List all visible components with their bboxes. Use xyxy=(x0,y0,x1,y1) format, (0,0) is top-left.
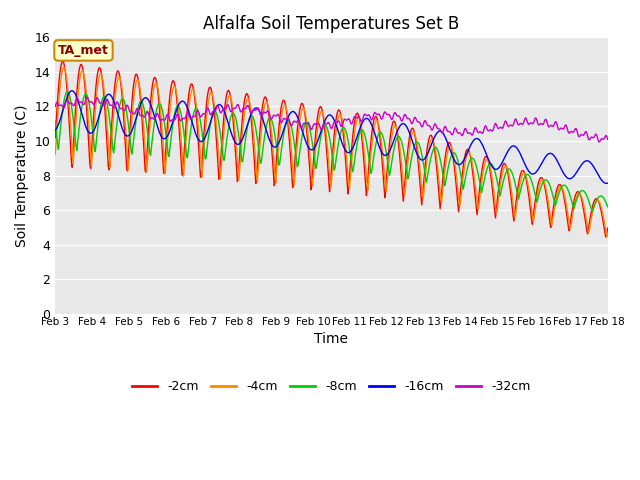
Y-axis label: Soil Temperature (C): Soil Temperature (C) xyxy=(15,104,29,247)
Legend: -2cm, -4cm, -8cm, -16cm, -32cm: -2cm, -4cm, -8cm, -16cm, -32cm xyxy=(127,375,536,398)
Text: TA_met: TA_met xyxy=(58,44,109,57)
Title: Alfalfa Soil Temperatures Set B: Alfalfa Soil Temperatures Set B xyxy=(204,15,460,33)
X-axis label: Time: Time xyxy=(314,332,348,346)
